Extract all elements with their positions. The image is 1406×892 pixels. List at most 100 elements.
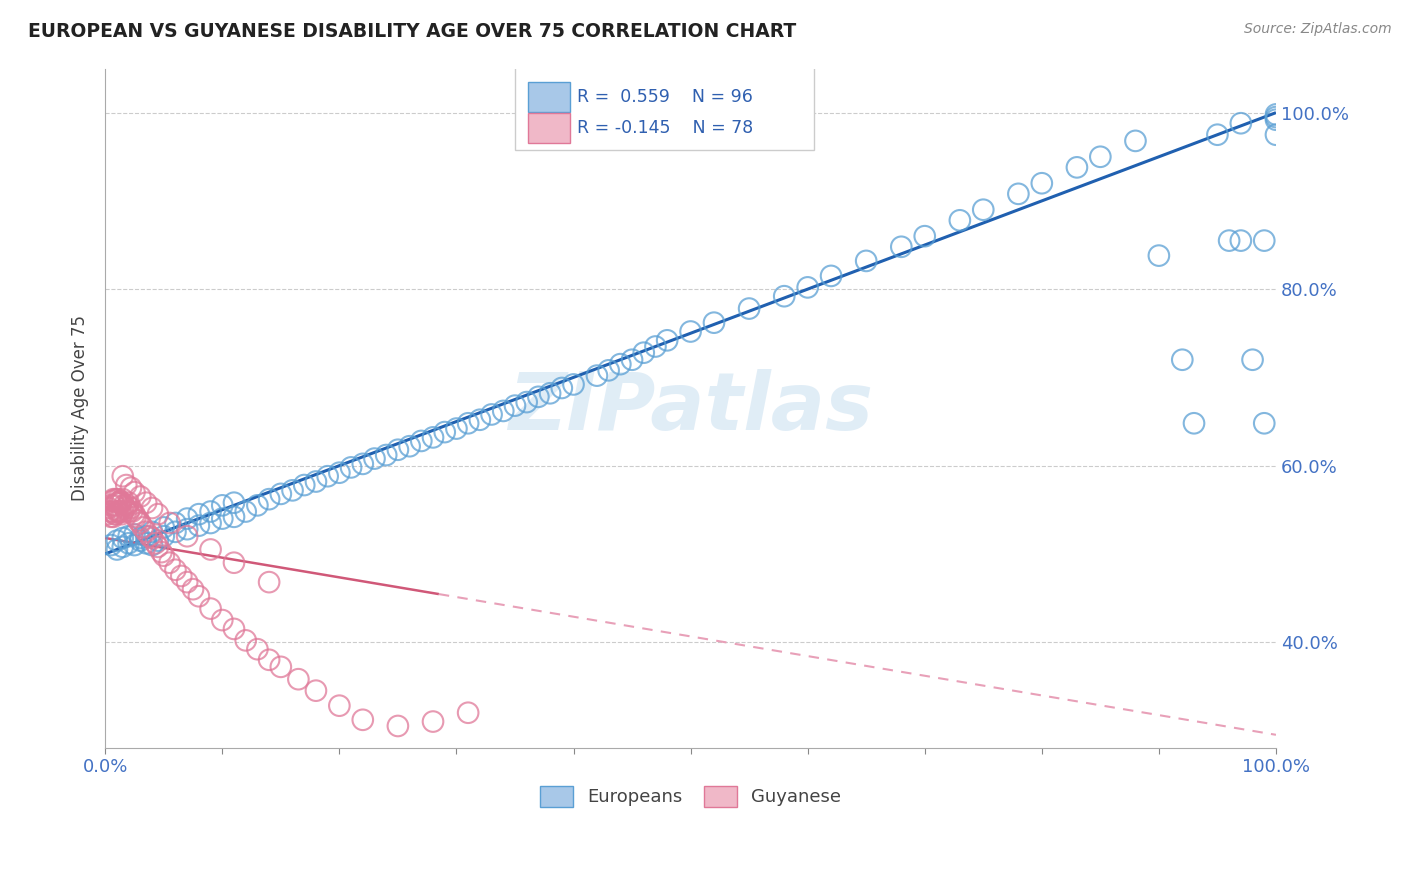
Point <box>1265 112 1288 127</box>
Point <box>1265 107 1288 121</box>
Point <box>145 536 167 550</box>
Point <box>352 457 374 471</box>
Point <box>972 202 994 217</box>
Point <box>890 240 912 254</box>
Point <box>117 499 139 513</box>
Point <box>111 531 134 545</box>
Point <box>1253 234 1275 248</box>
Point <box>117 536 139 550</box>
Point <box>176 529 198 543</box>
Point <box>222 556 245 570</box>
Point <box>107 492 129 507</box>
Point <box>146 507 169 521</box>
Point <box>287 672 309 686</box>
Point <box>1066 161 1088 175</box>
Point <box>328 698 350 713</box>
Point <box>110 496 132 510</box>
Point <box>129 533 152 548</box>
Point <box>200 601 222 615</box>
Point <box>644 339 666 353</box>
Point <box>481 408 503 422</box>
Point <box>257 492 280 507</box>
Point <box>96 507 118 521</box>
Point <box>340 460 363 475</box>
Point <box>129 490 152 504</box>
Point <box>270 660 292 674</box>
Point <box>538 386 561 401</box>
FancyBboxPatch shape <box>515 65 814 150</box>
Point <box>657 334 679 348</box>
Point <box>105 504 128 518</box>
Point <box>103 509 125 524</box>
Point <box>796 280 818 294</box>
Point <box>773 289 796 303</box>
Point <box>114 501 136 516</box>
Point <box>150 545 173 559</box>
Point <box>222 622 245 636</box>
FancyBboxPatch shape <box>527 113 569 143</box>
Point <box>633 345 655 359</box>
Point <box>527 390 550 404</box>
Point <box>121 504 143 518</box>
Point <box>1031 176 1053 190</box>
Point <box>492 404 515 418</box>
Point <box>222 496 245 510</box>
Point <box>112 499 135 513</box>
Point <box>170 569 193 583</box>
Point <box>141 501 163 516</box>
Point <box>422 714 444 729</box>
Point <box>200 504 222 518</box>
Point <box>703 316 725 330</box>
Point <box>257 575 280 590</box>
Point <box>141 531 163 545</box>
Point <box>98 504 121 518</box>
Point <box>609 357 631 371</box>
Point <box>110 504 132 518</box>
Point <box>1265 110 1288 124</box>
Point <box>411 434 433 448</box>
Point <box>586 368 609 383</box>
Point <box>138 529 160 543</box>
Point <box>101 494 124 508</box>
Point <box>176 522 198 536</box>
Point <box>257 653 280 667</box>
Y-axis label: Disability Age Over 75: Disability Age Over 75 <box>72 315 89 501</box>
Point <box>621 352 644 367</box>
Text: ZIPatlas: ZIPatlas <box>508 369 873 447</box>
Point <box>111 492 134 507</box>
Point <box>246 642 269 657</box>
Point <box>115 478 138 492</box>
Point <box>124 509 146 524</box>
Point <box>433 425 456 439</box>
Point <box>135 524 157 539</box>
Point <box>235 504 257 518</box>
Point <box>305 683 328 698</box>
Point <box>124 527 146 541</box>
Point <box>187 507 209 521</box>
Point <box>457 417 479 431</box>
Point <box>176 511 198 525</box>
Point <box>1182 417 1205 431</box>
Point <box>468 413 491 427</box>
Point <box>1241 352 1264 367</box>
Point <box>222 509 245 524</box>
Point <box>1090 150 1112 164</box>
Point <box>211 499 233 513</box>
Point <box>159 556 181 570</box>
Point <box>100 499 122 513</box>
Point <box>141 538 163 552</box>
Point <box>352 713 374 727</box>
Point <box>108 504 131 518</box>
Point <box>200 516 222 530</box>
Point <box>97 501 120 516</box>
Point <box>270 487 292 501</box>
Point <box>127 513 149 527</box>
Point <box>211 613 233 627</box>
Point <box>159 516 181 530</box>
Point <box>152 520 174 534</box>
Point <box>165 516 187 530</box>
Point <box>855 253 877 268</box>
Point <box>562 377 585 392</box>
Point <box>117 504 139 518</box>
Legend: Europeans, Guyanese: Europeans, Guyanese <box>533 779 848 814</box>
